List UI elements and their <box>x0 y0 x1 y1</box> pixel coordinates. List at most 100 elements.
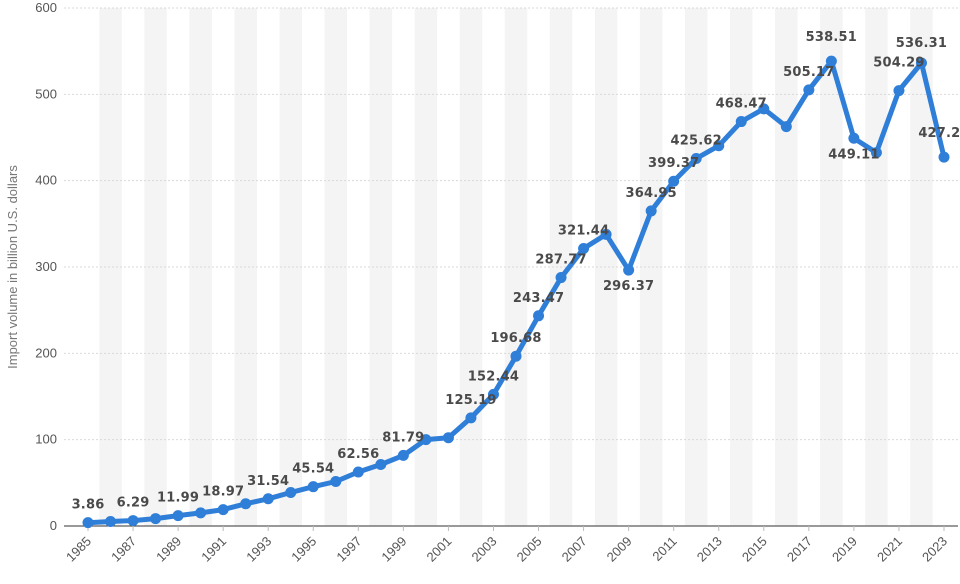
column-band <box>99 8 122 526</box>
data-label: 152.44 <box>468 369 519 384</box>
x-tick-label: 1987 <box>108 534 139 565</box>
x-tick-label: 2019 <box>829 534 860 565</box>
data-point <box>150 513 162 525</box>
data-point <box>307 481 319 493</box>
data-label: 3.86 <box>72 498 105 513</box>
x-tick-label: 2017 <box>784 534 815 565</box>
data-point <box>713 140 725 152</box>
y-tick-label: 600 <box>35 0 57 15</box>
x-tick-label: 2001 <box>423 534 454 565</box>
y-axis-ticks: 0 100 200 300 400 500 600 <box>35 0 57 533</box>
data-point <box>578 242 590 254</box>
data-point <box>285 487 297 499</box>
column-band <box>820 8 843 526</box>
data-label: 468.47 <box>716 97 767 112</box>
column-band <box>459 8 483 526</box>
data-label: 505.17 <box>783 65 834 80</box>
data-point <box>533 310 545 322</box>
data-point <box>870 147 882 159</box>
x-tick-label: 2011 <box>649 534 679 564</box>
y-tick-label: 300 <box>35 259 57 274</box>
data-point <box>938 151 950 163</box>
data-point <box>600 228 612 240</box>
x-axis-ticks: 1985 1987 1989 1991 1993 1995 1997 1999 2001 2003… <box>63 526 950 565</box>
data-point <box>915 57 927 69</box>
data-point <box>330 476 342 488</box>
data-point <box>240 498 252 510</box>
y-tick-label: 100 <box>35 432 57 447</box>
data-label: 62.56 <box>337 447 379 462</box>
data-label: 399.37 <box>648 156 699 171</box>
data-point <box>893 85 905 97</box>
data-point <box>352 466 364 478</box>
x-tick-label: 1999 <box>378 534 409 565</box>
column-band <box>594 8 618 526</box>
data-point <box>397 449 409 461</box>
data-point <box>127 515 139 527</box>
data-point <box>735 116 747 128</box>
data-point <box>780 121 792 133</box>
column-band <box>639 8 663 526</box>
column-band <box>279 8 302 526</box>
x-tick-label: 2021 <box>874 534 905 565</box>
y-tick-label: 500 <box>35 86 57 101</box>
x-tick-label: 2009 <box>604 534 635 565</box>
data-point <box>645 205 657 217</box>
data-label: 538.51 <box>806 30 857 45</box>
x-tick-label: 1991 <box>198 534 229 565</box>
data-label: 536.31 <box>896 36 947 51</box>
data-point <box>172 510 184 522</box>
data-label: 425.62 <box>671 134 722 149</box>
data-point <box>848 132 860 144</box>
x-tick-label: 2023 <box>919 534 950 565</box>
data-point <box>487 388 499 400</box>
x-tick-label: 2007 <box>559 534 590 565</box>
y-tick-label: 400 <box>35 173 57 188</box>
data-point <box>803 84 815 96</box>
data-label: 504.29 <box>873 56 924 71</box>
data-label: 364.95 <box>625 186 676 201</box>
data-point <box>375 459 387 471</box>
data-label: 6.29 <box>117 496 150 511</box>
data-label: 321.44 <box>558 223 609 238</box>
data-label: 18.97 <box>202 485 244 500</box>
data-points <box>82 55 950 529</box>
data-point <box>217 504 229 516</box>
data-point <box>465 412 477 424</box>
data-point <box>510 350 522 362</box>
x-tick-label: 2005 <box>514 534 545 565</box>
data-point <box>758 103 770 115</box>
data-label: 449.11 <box>828 147 879 162</box>
data-label: 196.68 <box>490 331 541 346</box>
data-label: 31.54 <box>247 474 289 489</box>
x-tick-label: 1985 <box>63 534 94 565</box>
data-point <box>690 153 702 165</box>
data-point <box>420 434 432 446</box>
data-point <box>105 516 117 528</box>
data-point <box>82 517 94 529</box>
data-point <box>262 493 274 505</box>
data-label: 125.19 <box>445 393 496 408</box>
column-band <box>324 8 348 526</box>
y-tick-label: 0 <box>50 518 57 533</box>
data-point <box>555 272 567 284</box>
data-label: 81.79 <box>382 430 424 445</box>
data-label: 287.77 <box>535 253 586 268</box>
x-tick-label: 1993 <box>243 534 274 565</box>
data-label: 427.23 <box>918 126 960 141</box>
x-tick-label: 1989 <box>153 534 184 565</box>
y-axis-label: Import volume in billion U.S. dollars <box>5 165 20 369</box>
data-point <box>195 507 207 519</box>
x-tick-label: 1997 <box>333 534 364 565</box>
column-band <box>144 8 167 526</box>
column-band <box>775 8 798 526</box>
x-tick-label: 2015 <box>739 534 770 565</box>
data-label: 243.47 <box>513 291 564 306</box>
data-point <box>442 432 454 444</box>
x-tick-label: 2013 <box>694 534 725 565</box>
y-tick-label: 200 <box>35 345 57 360</box>
data-point <box>668 175 680 187</box>
